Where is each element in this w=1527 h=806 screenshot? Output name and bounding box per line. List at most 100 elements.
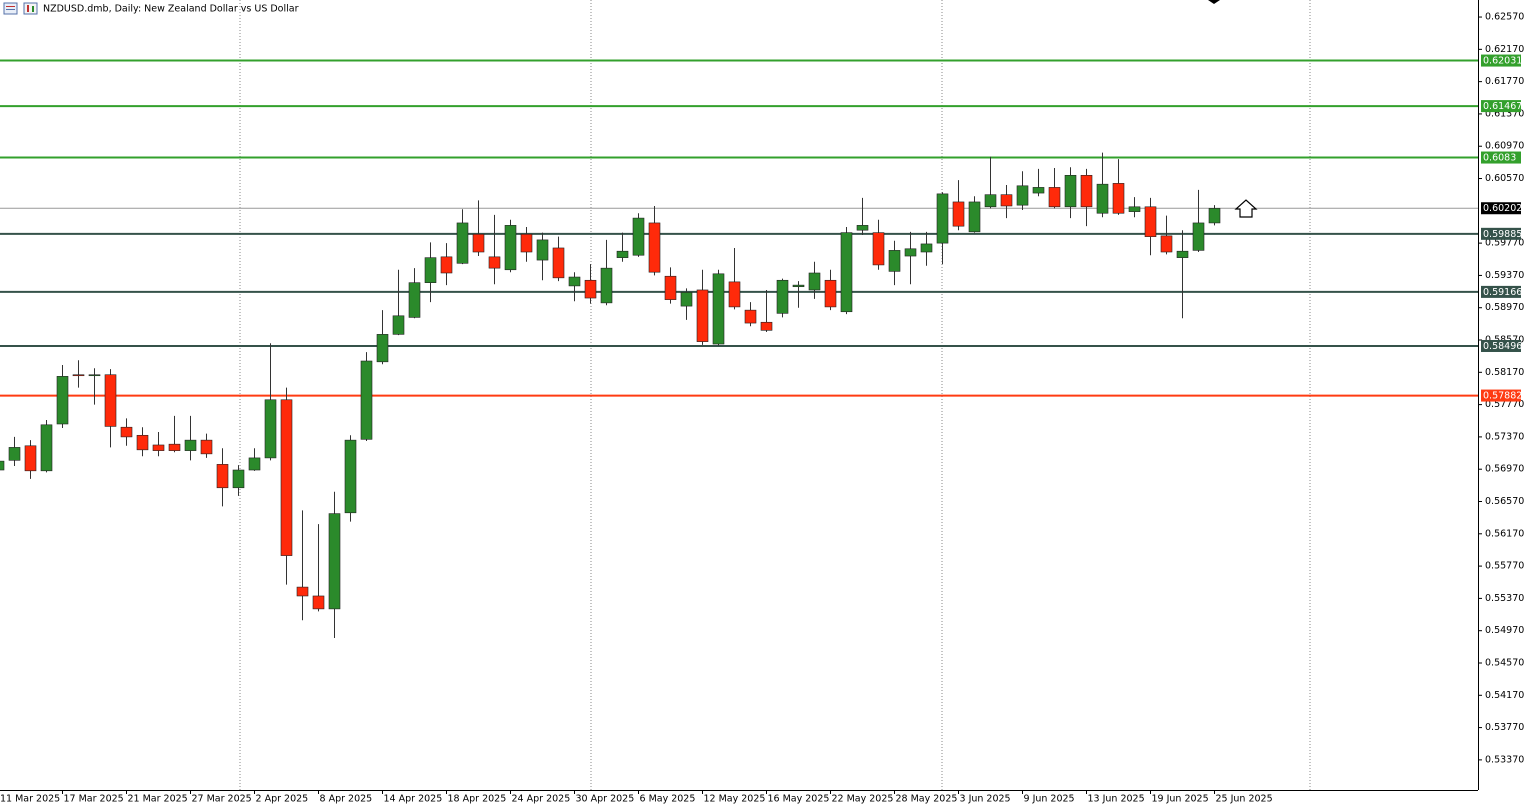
candle-body bbox=[840, 232, 853, 313]
candle-body bbox=[664, 275, 677, 300]
candle-body bbox=[744, 309, 757, 324]
candle-body bbox=[1000, 194, 1013, 207]
x-tick-label: 22 May 2025 bbox=[832, 794, 894, 805]
x-tick-label: 24 Apr 2025 bbox=[512, 794, 571, 805]
candle-body bbox=[264, 399, 277, 459]
y-tick-label: 0.55370 bbox=[1485, 593, 1524, 604]
candle-body bbox=[696, 289, 709, 342]
candle-body bbox=[1064, 174, 1077, 208]
y-tick-label: 0.53370 bbox=[1485, 754, 1524, 765]
candle-body bbox=[520, 233, 533, 253]
candle-body bbox=[72, 374, 85, 377]
x-tick-label: 11 Mar 2025 bbox=[0, 794, 60, 805]
candle-body bbox=[40, 424, 53, 472]
level-label-bg bbox=[1481, 227, 1521, 240]
candle-body bbox=[168, 443, 181, 451]
candle-body bbox=[856, 225, 869, 231]
chart-title: NZDUSD.dmb, Daily: New Zealand Dollar vs… bbox=[43, 4, 299, 15]
candle-body bbox=[216, 464, 229, 489]
candle-body bbox=[408, 282, 421, 318]
candle-body bbox=[824, 279, 837, 308]
icon bbox=[3, 2, 18, 15]
y-tick-label: 0.54170 bbox=[1485, 690, 1524, 701]
level-label: 0.57882 bbox=[1483, 391, 1522, 402]
x-tick-label: 12 May 2025 bbox=[704, 794, 766, 805]
y-tick-label: 0.59770 bbox=[1485, 238, 1524, 249]
candle-body bbox=[680, 292, 693, 307]
x-tick-label: 6 May 2025 bbox=[640, 794, 696, 805]
x-tick-label: 21 Mar 2025 bbox=[128, 794, 188, 805]
candle-body bbox=[1128, 206, 1141, 212]
y-tick-label: 0.62170 bbox=[1485, 44, 1524, 55]
y-tick-label: 0.54970 bbox=[1485, 625, 1524, 636]
candle-body bbox=[984, 194, 997, 208]
candle-body bbox=[280, 399, 293, 556]
candle-body bbox=[296, 586, 309, 597]
candle-body bbox=[600, 267, 613, 304]
y-tick-label: 0.62570 bbox=[1485, 12, 1524, 23]
candle-body bbox=[360, 360, 373, 440]
x-tick-label: 17 Mar 2025 bbox=[64, 794, 124, 805]
candle-body bbox=[312, 595, 325, 610]
level-label-bg bbox=[1481, 389, 1521, 402]
y-tick-label: 0.56570 bbox=[1485, 496, 1524, 507]
candle-body bbox=[1208, 208, 1221, 224]
level-label: 0.59885 bbox=[1483, 229, 1522, 240]
plot bbox=[0, 59, 1478, 638]
y-tick-label: 0.60970 bbox=[1485, 141, 1524, 152]
candle-body bbox=[1176, 250, 1189, 258]
candle-body bbox=[440, 256, 453, 274]
candle-body bbox=[1080, 174, 1093, 208]
y-tick-label: 0.57770 bbox=[1485, 399, 1524, 410]
candle-body bbox=[760, 321, 773, 331]
candle-body bbox=[344, 439, 357, 514]
y-tick-label: 0.58170 bbox=[1485, 367, 1524, 378]
candle-body bbox=[920, 243, 933, 253]
icon bbox=[23, 2, 38, 15]
y-tick-label: 0.57370 bbox=[1485, 431, 1524, 442]
candle-body bbox=[392, 315, 405, 335]
level-label-bg bbox=[1481, 202, 1521, 215]
candle-body bbox=[136, 434, 149, 451]
candle-body bbox=[1112, 183, 1125, 214]
candle-body bbox=[568, 276, 581, 287]
y-tick-label: 0.54570 bbox=[1485, 657, 1524, 668]
candle-body bbox=[776, 279, 789, 314]
candle-body bbox=[504, 225, 517, 271]
candle-body bbox=[456, 222, 469, 264]
candle-body bbox=[120, 426, 133, 438]
candle-body bbox=[552, 247, 565, 279]
x-tick-label: 30 Apr 2025 bbox=[576, 794, 635, 805]
candle-body bbox=[632, 217, 645, 256]
y-tick-label: 0.56970 bbox=[1485, 464, 1524, 475]
x-tick-label: 19 Jun 2025 bbox=[1152, 794, 1209, 805]
candle-body bbox=[24, 445, 37, 472]
candle-body bbox=[536, 239, 549, 261]
y-tick-label: 0.61770 bbox=[1485, 76, 1524, 87]
candle-body bbox=[104, 374, 117, 427]
x-tick-label: 25 Jun 2025 bbox=[1216, 794, 1273, 805]
candle-body bbox=[328, 513, 341, 610]
candle-body bbox=[232, 469, 245, 489]
level-label: 0.61467 bbox=[1483, 101, 1522, 112]
x-tick-label: 8 Apr 2025 bbox=[320, 794, 373, 805]
x-tick-label: 18 Apr 2025 bbox=[448, 794, 507, 805]
candle-body bbox=[616, 250, 629, 258]
x-tick-label: 28 May 2025 bbox=[896, 794, 958, 805]
level-label: 0.60202 bbox=[1483, 203, 1522, 214]
candle-body bbox=[904, 248, 917, 257]
candle-body bbox=[0, 460, 5, 471]
y-tick-label: 0.58970 bbox=[1485, 302, 1524, 313]
candle-body bbox=[8, 447, 21, 461]
level-label: 0.58496 bbox=[1483, 341, 1522, 352]
candle-body bbox=[88, 374, 101, 377]
level-label: 0.62031 bbox=[1483, 56, 1522, 67]
y-tick-label: 0.53770 bbox=[1485, 722, 1524, 733]
x-tick-label: 14 Apr 2025 bbox=[384, 794, 443, 805]
candle-body bbox=[56, 376, 69, 425]
candle-body bbox=[1192, 222, 1205, 251]
y-tick-label: 0.59370 bbox=[1485, 270, 1524, 281]
candle-body bbox=[888, 250, 901, 272]
candle-body bbox=[1160, 235, 1173, 253]
